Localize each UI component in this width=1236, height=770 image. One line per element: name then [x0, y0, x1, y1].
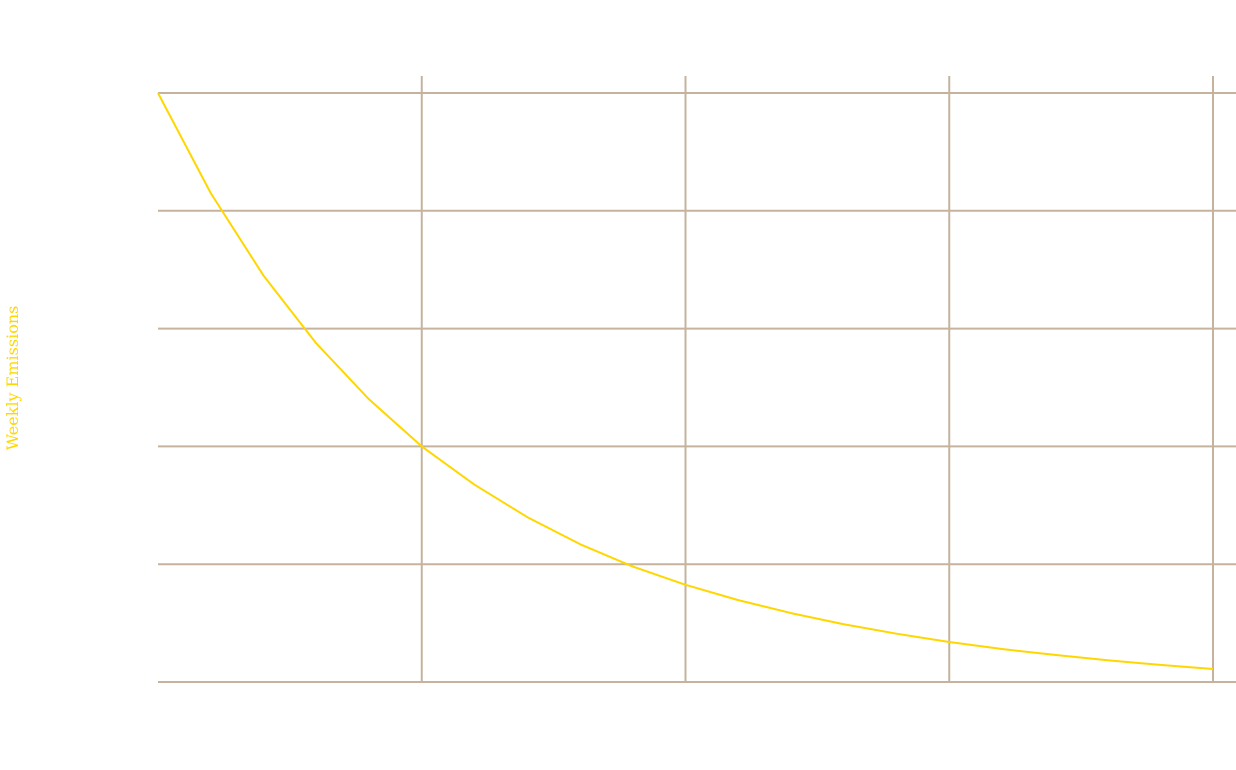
y-axis-label: Weekly Emissions — [3, 306, 22, 451]
data-series — [157, 92, 1214, 671]
grid-lines — [158, 76, 1236, 683]
series-line-0 — [157, 92, 1214, 671]
